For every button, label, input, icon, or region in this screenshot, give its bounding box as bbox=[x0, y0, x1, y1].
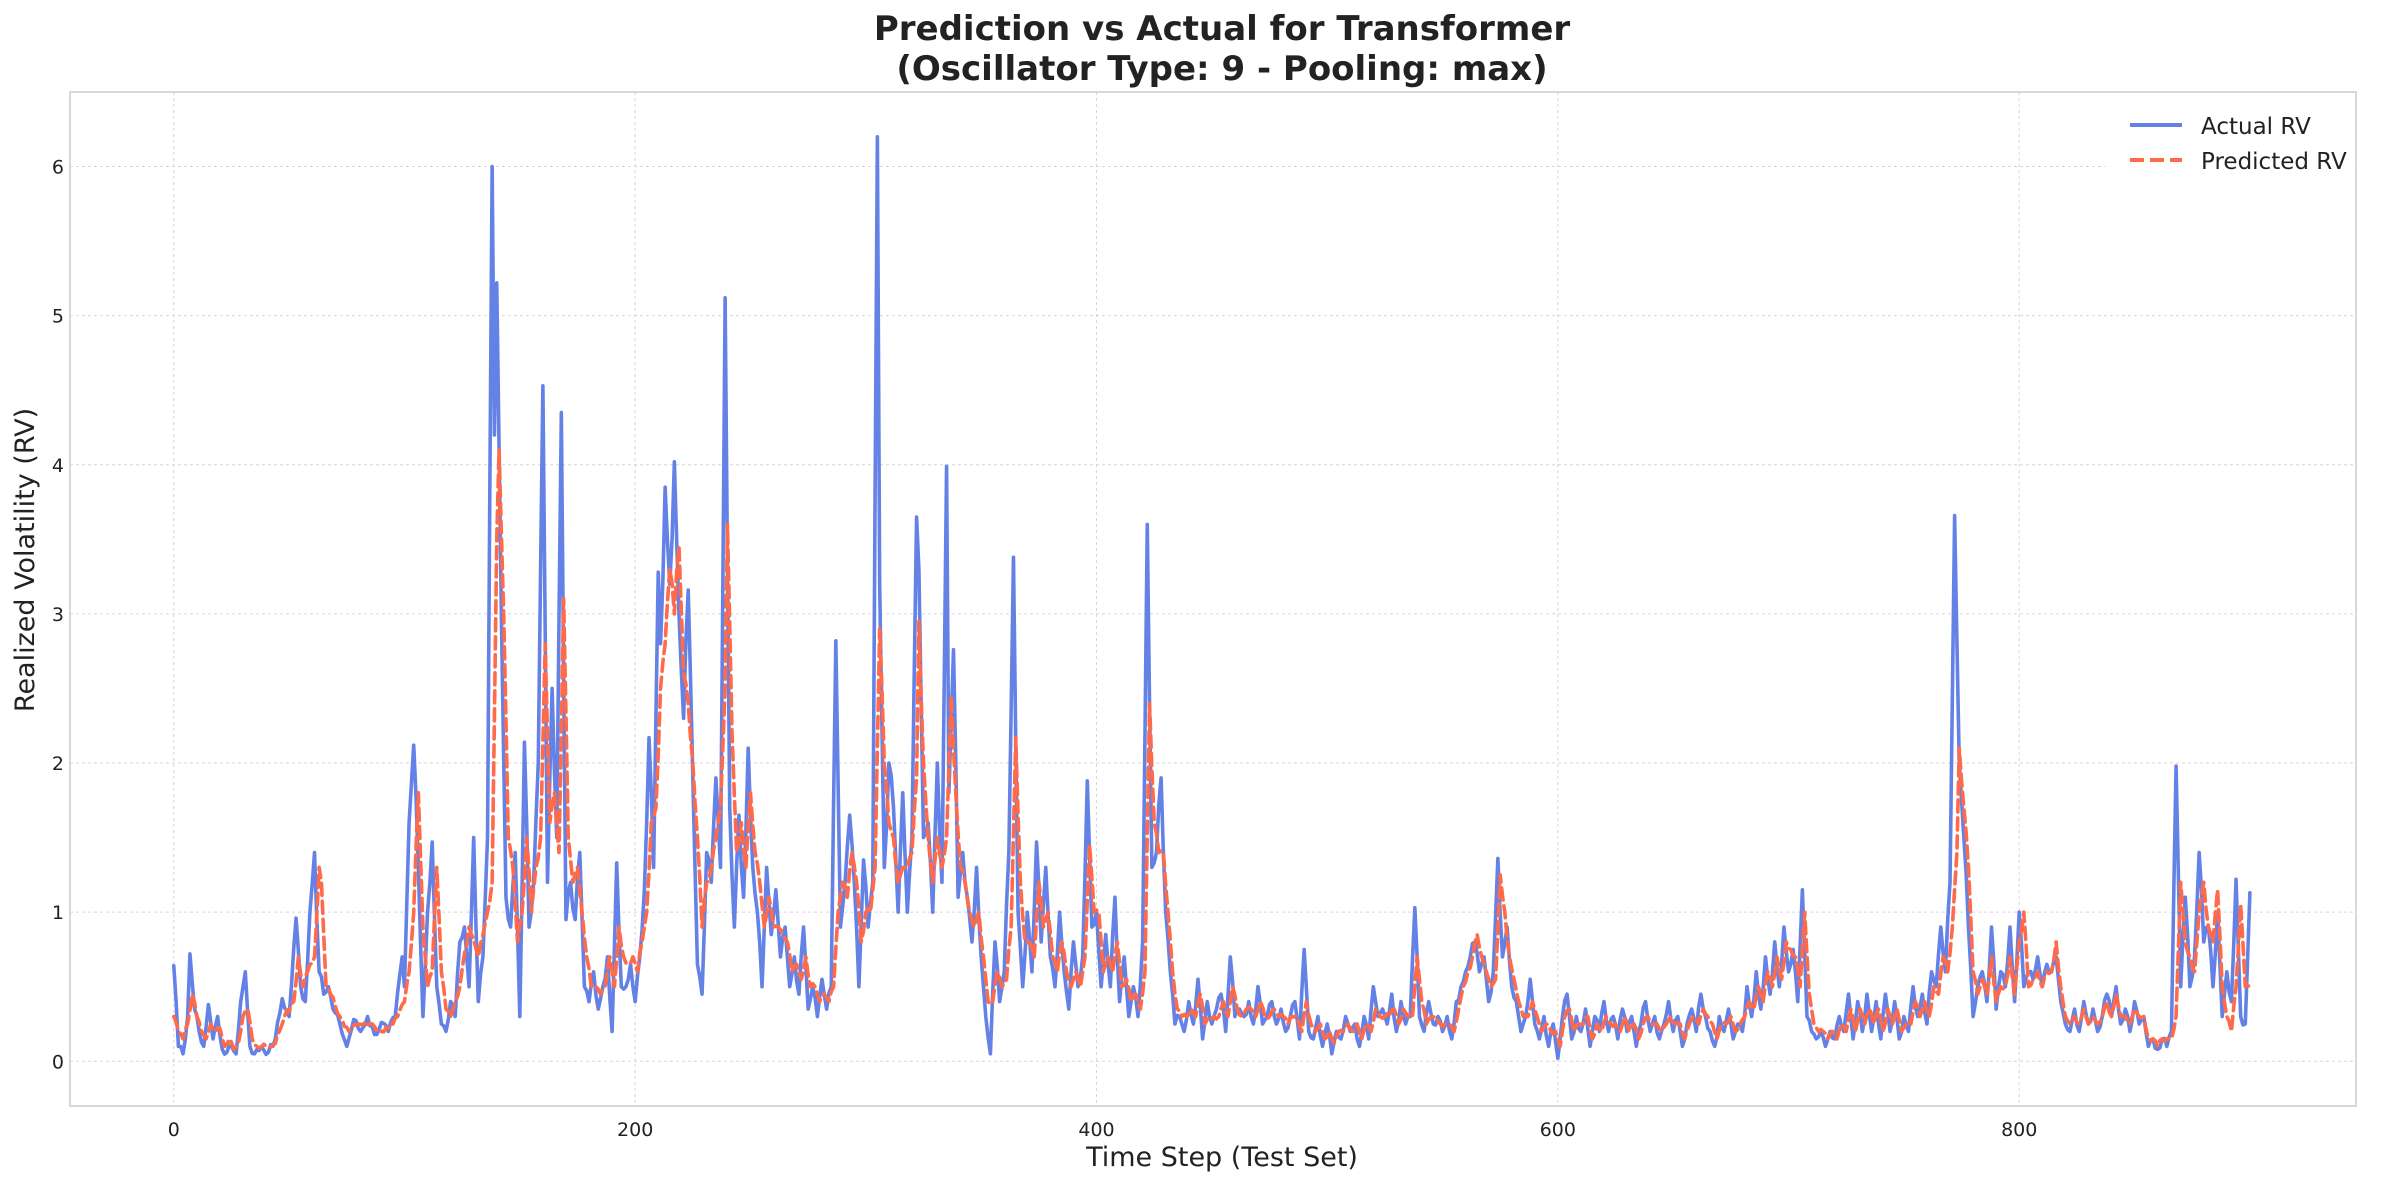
x-axis-label: Time Step (Test Set) bbox=[1085, 1142, 1358, 1173]
x-tick-label: 0 bbox=[168, 1119, 180, 1141]
y-tick-label: 1 bbox=[52, 902, 64, 924]
series-line-predicted bbox=[172, 448, 2252, 1052]
grid bbox=[70, 92, 2356, 1106]
legend: Actual RV Predicted RV bbox=[2105, 105, 2355, 183]
ticks: 0 200 400 600 800 0 1 2 3 4 5 6 bbox=[52, 157, 2037, 1141]
x-tick-label: 800 bbox=[2001, 1119, 2037, 1141]
plot-frame bbox=[69, 91, 2357, 1107]
x-tick-label: 200 bbox=[617, 1119, 653, 1141]
y-tick-label: 2 bbox=[52, 753, 64, 775]
legend-label-predicted: Predicted RV bbox=[2201, 149, 2347, 175]
chart-title: Prediction vs Actual for Transformer bbox=[874, 9, 1571, 49]
y-axis-label: Realized Volatility (RV) bbox=[10, 408, 41, 712]
y-tick-label: 4 bbox=[52, 455, 64, 477]
y-tick-label: 5 bbox=[52, 306, 64, 328]
y-tick-label: 0 bbox=[52, 1051, 64, 1073]
y-tick-label: 3 bbox=[52, 604, 64, 626]
series-line-actual bbox=[172, 134, 2252, 1061]
x-tick-label: 600 bbox=[1540, 1119, 1576, 1141]
legend-label-actual: Actual RV bbox=[2201, 114, 2311, 140]
legend-box bbox=[2105, 105, 2355, 183]
series-layer bbox=[172, 134, 2252, 1061]
y-tick-label: 6 bbox=[52, 157, 64, 179]
x-tick-label: 400 bbox=[1078, 1119, 1114, 1141]
chart-subtitle: (Oscillator Type: 9 - Pooling: max) bbox=[896, 49, 1547, 89]
